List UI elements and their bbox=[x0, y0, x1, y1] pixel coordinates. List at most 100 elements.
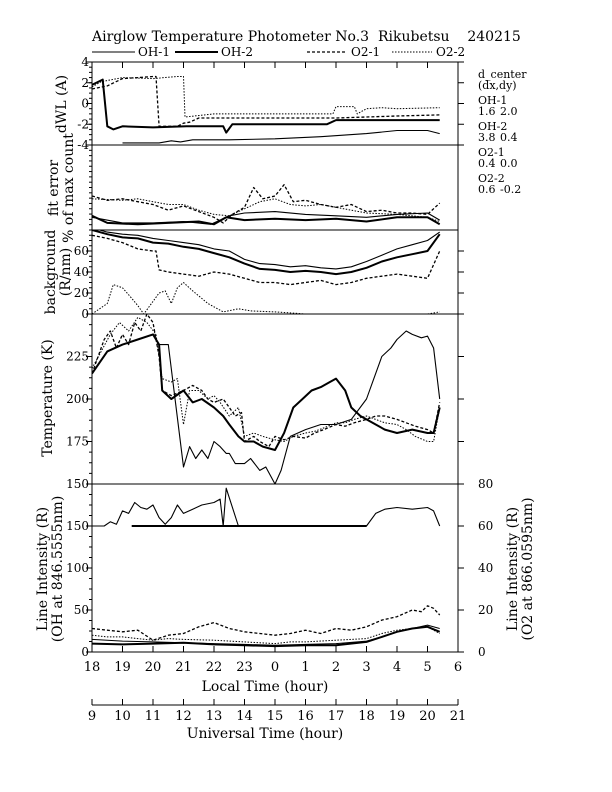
intensity-ytick-right-label: 0 bbox=[478, 645, 486, 659]
local-time-tick-label: 23 bbox=[236, 660, 253, 675]
side-note-dy: -0.2 bbox=[500, 183, 521, 196]
legend-label-oh-1: OH-1 bbox=[138, 45, 170, 59]
side-note-dx: 3.8 bbox=[478, 131, 496, 144]
side-note-name: O2-1 bbox=[478, 146, 505, 159]
universal-time-tick-label: 19 bbox=[389, 709, 406, 724]
panel-dwl: -4 -2 0 2 4 dWL (A) bbox=[54, 55, 464, 152]
fit-series-oh-2 bbox=[92, 214, 441, 226]
fit-series-o2-2 bbox=[92, 198, 440, 222]
dwl-series-o2-2 bbox=[92, 76, 440, 118]
intensity-ytick-right-label: 20 bbox=[478, 603, 493, 617]
intensity-ytick-right-label: 80 bbox=[478, 477, 493, 491]
local-time-tick-label: 0 bbox=[271, 660, 279, 675]
dwl-series-o2-1 bbox=[92, 75, 440, 127]
universal-time-tick-label: 14 bbox=[236, 709, 253, 724]
background-series-group bbox=[92, 230, 441, 314]
dwl-series-group bbox=[92, 75, 440, 144]
universal-time-tick-label: 17 bbox=[328, 709, 345, 724]
side-note-dy: 0.4 bbox=[500, 131, 518, 144]
background-ytick-label: 0 bbox=[81, 307, 89, 321]
side-note-header: d_center bbox=[478, 68, 527, 81]
background-series-oh-1 bbox=[97, 230, 441, 270]
intensity-series-oh-2-intensity bbox=[92, 625, 441, 648]
side-note-dx: 1.6 bbox=[478, 105, 496, 118]
legend-label-oh-2: OH-2 bbox=[221, 45, 253, 59]
legend-label-o2-1: O2-1 bbox=[351, 45, 380, 59]
universal-time-tick-label: 9 bbox=[88, 709, 96, 724]
universal-time-tick-label: 10 bbox=[114, 709, 131, 724]
intensity-series-group bbox=[92, 487, 441, 648]
local-time-tick-label: 1 bbox=[301, 660, 309, 675]
dwl-ytick-label: 0 bbox=[81, 97, 89, 111]
universal-time-tick-label: 12 bbox=[175, 709, 192, 724]
background-series-o2-2 bbox=[92, 282, 440, 314]
side-note-name: OH-2 bbox=[478, 120, 507, 133]
panels: -4 -2 0 2 4 dWL (A)fit error% of max count 0 20… bbox=[35, 55, 536, 659]
universal-time-tick-label: 15 bbox=[267, 709, 284, 724]
intensity-ytick-right-label: 40 bbox=[478, 561, 493, 575]
side-note-dy: 0.0 bbox=[500, 157, 518, 170]
dwl-series-oh-2 bbox=[92, 78, 440, 134]
local-time-tick-label: 2 bbox=[332, 660, 340, 675]
intensity-series-oh-1 bbox=[92, 487, 441, 527]
intensity-ytick-right-label: 60 bbox=[478, 519, 493, 533]
background-ytick-label: 40 bbox=[74, 265, 89, 279]
local-time-tick-label: 5 bbox=[423, 660, 431, 675]
temperature-ytick-label: 175 bbox=[66, 435, 89, 449]
legend: OH-1 OH-2 O2-1 O2-2 bbox=[92, 45, 465, 59]
intensity-ytick-label: 50 bbox=[74, 603, 89, 617]
universal-time-axis-label: Universal Time (hour) bbox=[187, 726, 344, 742]
local-time-tick-label: 4 bbox=[393, 660, 401, 675]
local-time-tick-label: 20 bbox=[145, 660, 162, 675]
dwl-ytick-label: -2 bbox=[77, 117, 89, 131]
background-frame bbox=[91, 229, 459, 315]
local-time-tick-label: 21 bbox=[175, 660, 192, 675]
intensity-ytick-label: 0 bbox=[81, 645, 89, 659]
local-time-tick-label: 18 bbox=[84, 660, 101, 675]
chart-title: Airglow Temperature Photometer No.3 Riku… bbox=[91, 29, 521, 45]
temperature-ylabel: Temperature (K) bbox=[40, 339, 56, 457]
dwl-ylabel: dWL (A) bbox=[54, 75, 70, 133]
side-note-header: (dx,dy) bbox=[478, 79, 517, 92]
universal-time-tick-label: 21 bbox=[450, 709, 467, 724]
universal-time-tick-label: 13 bbox=[206, 709, 223, 724]
temperature-series-o2-1 bbox=[92, 314, 441, 448]
intensity-ytick-label: 150 bbox=[66, 519, 89, 533]
universal-time-tick-label: 16 bbox=[297, 709, 314, 724]
dwl-frame bbox=[91, 61, 459, 146]
local-time-tick-label: 19 bbox=[114, 660, 131, 675]
universal-time-tick-label: 18 bbox=[358, 709, 375, 724]
dwl-ytick-label: -4 bbox=[77, 138, 89, 152]
fit-series-o2-1 bbox=[92, 184, 441, 224]
background-ytick-label: 60 bbox=[74, 244, 89, 258]
local-time-tick-label: 22 bbox=[206, 660, 223, 675]
intensity-series-o2-1 bbox=[92, 605, 441, 641]
temperature-ytick-label: 200 bbox=[66, 392, 89, 406]
universal-time-tick-label: 20 bbox=[419, 709, 436, 724]
background-ylabel: background(R/nm) bbox=[43, 230, 74, 315]
local-time-axis-label: Local Time (hour) bbox=[202, 679, 329, 695]
dwl-ytick-label: 4 bbox=[81, 55, 89, 69]
side-note-dy: 2.0 bbox=[500, 105, 518, 118]
panel-temperature: 150 175 200 225 Temperature (K) bbox=[40, 313, 464, 491]
legend-label-o2-2: O2-2 bbox=[436, 45, 465, 59]
background-series-oh-2 bbox=[92, 230, 441, 276]
panel-intensity: 0 50 100 150 0 20 40 60 80 Line Intensity (R)(OH … bbox=[35, 477, 536, 659]
temperature-series-o2-2 bbox=[92, 316, 441, 442]
fit-series-group bbox=[92, 184, 441, 226]
fit-ylabel: fit error% of max count bbox=[46, 133, 77, 243]
local-time-tick-label: 3 bbox=[362, 660, 370, 675]
temperature-ytick-label: 150 bbox=[66, 477, 89, 491]
side-note-name: O2-2 bbox=[478, 172, 505, 185]
local-time-tick-label: 6 bbox=[454, 660, 462, 675]
dwl-series-oh-1 bbox=[122, 129, 440, 144]
background-series-o2-1 bbox=[92, 234, 441, 286]
side-note-dx: 0.6 bbox=[478, 183, 496, 196]
universal-time-tick-label: 11 bbox=[145, 709, 162, 724]
temperature-series-group bbox=[92, 314, 441, 484]
dwl-ytick-label: 2 bbox=[81, 76, 89, 90]
intensity-ytick-label: 100 bbox=[66, 561, 89, 575]
